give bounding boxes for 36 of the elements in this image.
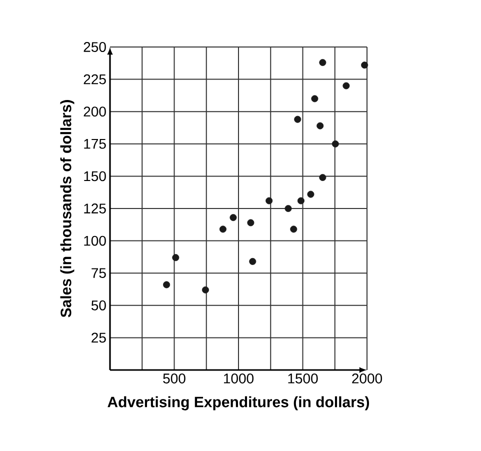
point <box>266 197 273 204</box>
point <box>284 205 292 212</box>
y-tick-label: 250 <box>84 42 106 52</box>
y-tick-label: 100 <box>84 236 106 246</box>
point <box>172 254 180 262</box>
y-tick-label: 25 <box>92 332 106 343</box>
point <box>163 281 170 288</box>
point <box>332 140 339 148</box>
y-tick-label: 150 <box>84 171 106 182</box>
point <box>249 258 256 265</box>
point <box>247 219 254 226</box>
y-tick-label: 125 <box>84 204 106 214</box>
y-tick-label: 200 <box>84 106 106 117</box>
x-axis-title: Advertising Expenditures (in dollars) <box>108 396 370 410</box>
x-tick-label: 1500 <box>288 374 318 384</box>
point <box>311 95 318 102</box>
point <box>307 190 314 198</box>
point <box>361 62 368 69</box>
y-tick-label: 50 <box>91 300 106 310</box>
x-tick-label: 500 <box>163 374 186 384</box>
point <box>219 226 226 233</box>
y-tick-label: 175 <box>84 139 106 149</box>
point <box>319 59 326 66</box>
point <box>342 82 350 90</box>
point <box>297 197 304 204</box>
point <box>294 116 302 123</box>
point <box>230 214 237 222</box>
y-axis-title: Sales (in thousands of dollars) <box>60 100 74 318</box>
x-tick-label: 1000 <box>224 374 254 384</box>
point <box>319 174 326 181</box>
point <box>202 286 209 294</box>
x-tick-label: 2000 <box>352 374 382 384</box>
point <box>316 122 324 130</box>
y-tick-label: 225 <box>84 74 106 84</box>
y-tick-label: 75 <box>92 268 106 278</box>
point <box>290 226 298 233</box>
